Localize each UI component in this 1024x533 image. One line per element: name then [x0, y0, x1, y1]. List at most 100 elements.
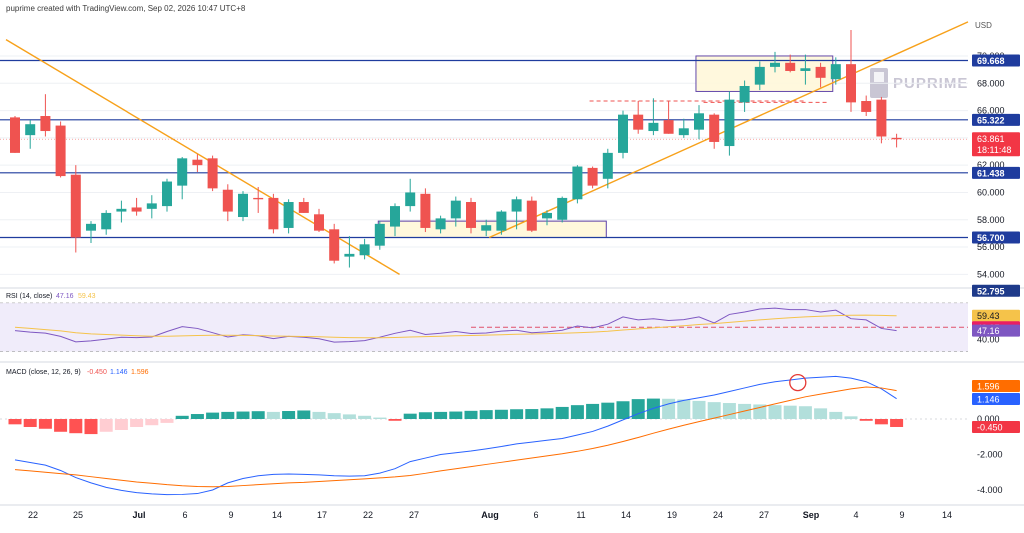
- candle-body: [678, 128, 689, 136]
- price-level-label: 65.322: [977, 115, 1005, 125]
- candle-body: [268, 197, 279, 230]
- price-tick-label: 68.000: [977, 78, 1005, 88]
- time-axis-label: 6: [533, 510, 538, 520]
- price-level-label: 52.795: [977, 286, 1005, 296]
- macd-histogram-bar: [464, 410, 478, 419]
- candle-body: [724, 99, 735, 147]
- candle-body: [314, 214, 324, 231]
- rsi-panel: RSI (14, close)47.1659.4340.0059.4349.97…: [0, 293, 1020, 352]
- rsi-tick-label: 40.00: [977, 334, 1000, 344]
- price-level-badge: [972, 166, 1020, 179]
- candle-body: [800, 68, 811, 71]
- macd-histogram-bar: [38, 419, 52, 429]
- candle-body: [450, 200, 461, 219]
- candle-body: [40, 116, 51, 132]
- price-tick-label: 66.000: [977, 106, 1005, 116]
- macd-histogram-bar: [525, 409, 539, 419]
- candle-body: [405, 192, 416, 207]
- last-price-badge: [972, 132, 1020, 157]
- macd-histogram-bar: [510, 409, 524, 419]
- time-axis-label: Sep: [803, 510, 820, 520]
- candle-body: [222, 189, 233, 212]
- macd-value-badge: [972, 421, 1020, 433]
- macd-histogram-bar: [297, 410, 311, 419]
- macd-histogram-bar: [221, 411, 235, 419]
- macd-histogram-bar: [99, 419, 113, 432]
- price-axis: 54.00056.00058.00060.00062.00064.00066.0…: [972, 51, 1020, 297]
- candle-body: [374, 223, 385, 246]
- candle-body: [55, 125, 66, 177]
- time-axis-label: 27: [409, 510, 419, 520]
- candle-body: [253, 197, 264, 200]
- candle-body: [526, 200, 537, 231]
- rsi-value-label: 47.16: [977, 326, 1000, 336]
- macd-legend-value: 1.596: [131, 369, 149, 376]
- time-axis-label: 27: [759, 510, 769, 520]
- rsi-line: [14, 307, 897, 343]
- candle-body: [846, 64, 856, 103]
- time-axis-label: 14: [272, 510, 282, 520]
- candle-body: [830, 64, 841, 80]
- macd-histogram-bar: [282, 411, 296, 419]
- candle-body: [891, 137, 902, 140]
- macd-value-badge: [972, 380, 1020, 392]
- candle-body: [709, 114, 720, 142]
- candle-body: [754, 66, 765, 85]
- time-axis-label: 17: [317, 510, 327, 520]
- time-axis-label: Aug: [481, 510, 499, 520]
- macd-histogram-bar: [555, 406, 569, 419]
- candle-body: [739, 85, 750, 103]
- time-axis-label: Jul: [132, 510, 145, 520]
- macd-histogram-bar: [130, 419, 144, 427]
- candle-body: [359, 244, 370, 256]
- candle-body: [770, 62, 780, 67]
- price-level-badge: [972, 231, 1020, 244]
- macd-histogram-bar: [798, 406, 812, 419]
- candle-body: [238, 193, 248, 218]
- time-axis-label: 19: [667, 510, 677, 520]
- price-level-badge: [972, 284, 1020, 297]
- macd-histogram-bar: [403, 413, 417, 419]
- macd-histogram-bar: [236, 411, 250, 419]
- candle-body: [557, 197, 568, 220]
- macd-histogram-bar: [175, 415, 189, 419]
- chart-credit: puprime created with TradingView.com, Se…: [6, 4, 246, 13]
- price-level-label: 61.438: [977, 168, 1005, 178]
- price-tick-label: 54.000: [977, 269, 1005, 279]
- macd-histogram-bar: [160, 419, 174, 423]
- macd-histogram-bar: [190, 414, 204, 419]
- candle-body: [10, 117, 20, 153]
- time-axis-label: 22: [363, 510, 373, 520]
- macd-histogram-bar: [677, 399, 691, 419]
- macd-histogram-bar: [251, 411, 265, 419]
- macd-histogram-bar: [616, 401, 630, 419]
- macd-histogram-bar: [874, 419, 888, 425]
- macd-histogram-bar: [890, 419, 904, 427]
- price-level-label: 56.700: [977, 233, 1005, 243]
- candle-body: [542, 212, 552, 219]
- currency-label: USD: [975, 21, 992, 30]
- time-axis: 22 25 Jul 6 9 14 17 22 27 Aug 6 11 14 19 24 27 Sep 4 9 14: [28, 510, 952, 520]
- candle-body: [618, 114, 628, 153]
- candle-body: [511, 199, 522, 212]
- candle-body: [207, 158, 218, 189]
- candle-body: [177, 158, 188, 186]
- macd-histogram-bar: [358, 415, 372, 419]
- macd-histogram-bar: [479, 410, 493, 419]
- macd-cross-marker: [789, 373, 807, 392]
- candle-body: [466, 202, 476, 228]
- macd-histogram-bar: [434, 411, 448, 419]
- macd-line: [14, 375, 897, 496]
- candle-body: [648, 122, 659, 132]
- candle-body: [162, 181, 172, 207]
- candle-body: [496, 211, 507, 231]
- candle-body: [390, 206, 400, 227]
- candle-body: [101, 212, 112, 230]
- macd-histogram-bar: [692, 400, 706, 419]
- rsi-legend-title: RSI (14, close): [6, 293, 52, 300]
- macd-tick-label: -4.000: [977, 485, 1003, 495]
- macd-histogram-bar: [114, 419, 128, 431]
- time-axis-label: 24: [713, 510, 723, 520]
- price-tick-label: 58.000: [977, 215, 1005, 225]
